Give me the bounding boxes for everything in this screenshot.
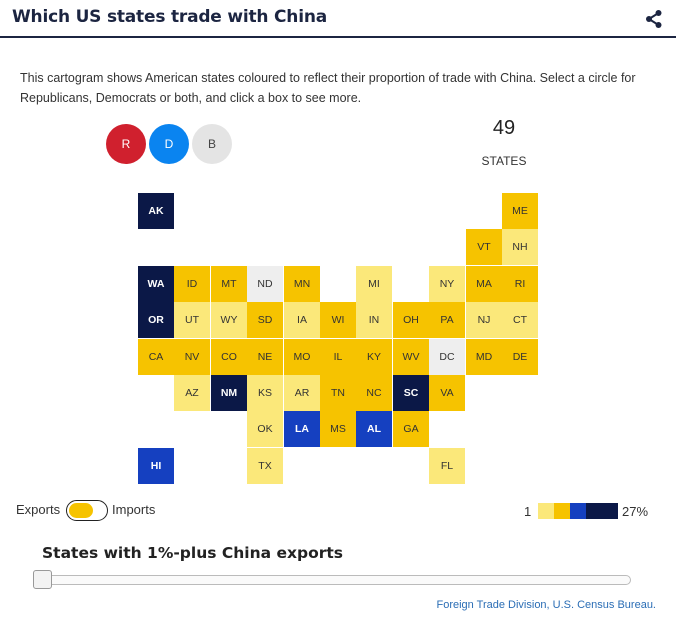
state-tile-nc[interactable]: NC bbox=[356, 375, 392, 411]
header-bar: Which US states trade with China bbox=[0, 0, 676, 38]
state-tile-va[interactable]: VA bbox=[429, 375, 465, 411]
state-tile-ar[interactable]: AR bbox=[284, 375, 320, 411]
state-tile-wa[interactable]: WA bbox=[138, 266, 174, 302]
state-tile-nv[interactable]: NV bbox=[174, 339, 210, 375]
state-tile-ky[interactable]: KY bbox=[356, 339, 392, 375]
state-tile-sd[interactable]: SD bbox=[247, 302, 283, 338]
state-tile-tn[interactable]: TN bbox=[320, 375, 356, 411]
state-tile-ok[interactable]: OK bbox=[247, 411, 283, 447]
state-tile-or[interactable]: OR bbox=[138, 302, 174, 338]
state-tile-ne[interactable]: NE bbox=[247, 339, 283, 375]
both-filter-button[interactable]: B bbox=[192, 124, 232, 164]
threshold-slider-handle[interactable] bbox=[33, 570, 52, 589]
state-tile-az[interactable]: AZ bbox=[174, 375, 210, 411]
state-tile-ut[interactable]: UT bbox=[174, 302, 210, 338]
state-tile-pa[interactable]: PA bbox=[429, 302, 465, 338]
state-tile-mt[interactable]: MT bbox=[211, 266, 247, 302]
state-tile-la[interactable]: LA bbox=[284, 411, 320, 447]
slider-title: States with 1%-plus China exports bbox=[42, 544, 344, 562]
state-tile-nj[interactable]: NJ bbox=[466, 302, 502, 338]
state-tile-mo[interactable]: MO bbox=[284, 339, 320, 375]
republican-filter-button[interactable]: R bbox=[106, 124, 146, 164]
state-tile-al[interactable]: AL bbox=[356, 411, 392, 447]
page-title: Which US states trade with China bbox=[12, 7, 328, 27]
state-tile-fl[interactable]: FL bbox=[429, 448, 465, 484]
state-tile-nm[interactable]: NM bbox=[211, 375, 247, 411]
source-link[interactable]: Foreign Trade Division, U.S. Census Bure… bbox=[436, 599, 657, 611]
state-tile-mi[interactable]: MI bbox=[356, 266, 392, 302]
imports-label: Imports bbox=[112, 502, 156, 517]
state-tile-ak[interactable]: AK bbox=[138, 193, 174, 229]
legend-swatch bbox=[586, 503, 618, 519]
state-tile-dc[interactable]: DC bbox=[429, 339, 465, 375]
state-count-label: STATES bbox=[481, 154, 527, 168]
state-tile-ma[interactable]: MA bbox=[466, 266, 502, 302]
state-tile-in[interactable]: IN bbox=[356, 302, 392, 338]
state-tile-il[interactable]: IL bbox=[320, 339, 356, 375]
legend-swatch bbox=[554, 503, 570, 519]
state-count: 49 bbox=[492, 117, 516, 139]
state-tile-wv[interactable]: WV bbox=[393, 339, 429, 375]
state-tile-mn[interactable]: MN bbox=[284, 266, 320, 302]
state-tile-hi[interactable]: HI bbox=[138, 448, 174, 484]
legend-min-label: 1 bbox=[524, 504, 532, 519]
state-tile-md[interactable]: MD bbox=[466, 339, 502, 375]
state-tile-ks[interactable]: KS bbox=[247, 375, 283, 411]
state-tile-me[interactable]: ME bbox=[502, 193, 538, 229]
state-tile-ia[interactable]: IA bbox=[284, 302, 320, 338]
state-tile-wi[interactable]: WI bbox=[320, 302, 356, 338]
state-tile-co[interactable]: CO bbox=[211, 339, 247, 375]
state-tile-ny[interactable]: NY bbox=[429, 266, 465, 302]
state-tile-ri[interactable]: RI bbox=[502, 266, 538, 302]
threshold-slider-track[interactable] bbox=[42, 575, 631, 585]
exports-label: Exports bbox=[16, 502, 61, 517]
exports-imports-toggle[interactable] bbox=[66, 500, 108, 521]
share-icon[interactable] bbox=[644, 9, 664, 29]
state-tile-vt[interactable]: VT bbox=[466, 229, 502, 265]
state-tile-tx[interactable]: TX bbox=[247, 448, 283, 484]
legend-swatch bbox=[570, 503, 586, 519]
state-tile-nh[interactable]: NH bbox=[502, 229, 538, 265]
state-tile-sc[interactable]: SC bbox=[393, 375, 429, 411]
state-tile-ca[interactable]: CA bbox=[138, 339, 174, 375]
toggle-knob bbox=[69, 502, 93, 518]
democrat-filter-button[interactable]: D bbox=[149, 124, 189, 164]
state-tile-wy[interactable]: WY bbox=[211, 302, 247, 338]
state-tile-de[interactable]: DE bbox=[502, 339, 538, 375]
state-tile-ct[interactable]: CT bbox=[502, 302, 538, 338]
legend-max-label: 27% bbox=[622, 504, 649, 519]
state-tile-id[interactable]: ID bbox=[174, 266, 210, 302]
state-tile-oh[interactable]: OH bbox=[393, 302, 429, 338]
legend-swatch bbox=[538, 503, 554, 519]
intro-description: This cartogram shows American states col… bbox=[20, 71, 636, 105]
state-tile-ms[interactable]: MS bbox=[320, 411, 356, 447]
state-tile-ga[interactable]: GA bbox=[393, 411, 429, 447]
state-tile-nd[interactable]: ND bbox=[247, 266, 283, 302]
